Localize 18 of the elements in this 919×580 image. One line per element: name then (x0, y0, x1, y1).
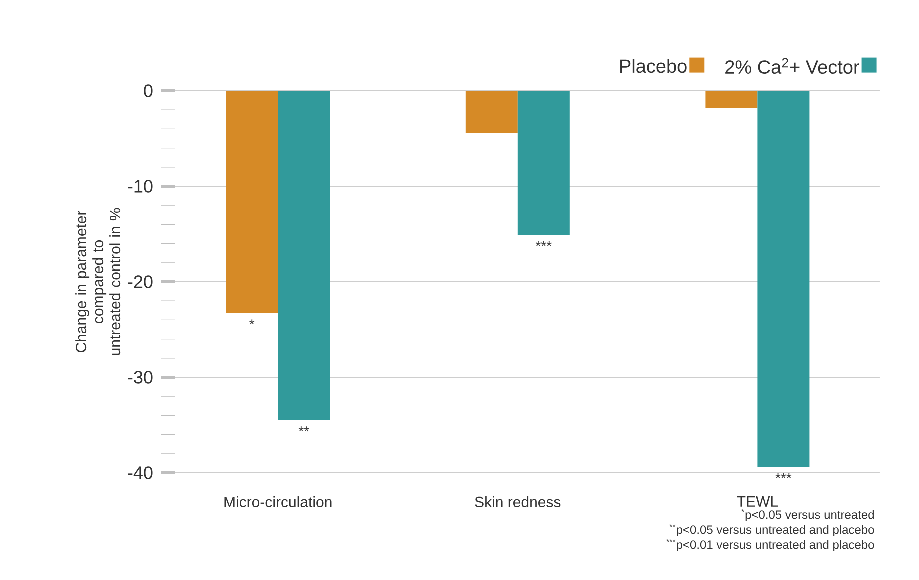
text: $^{***}$p<0.01 versus untreated and placebo (666, 539, 874, 552)
x-tick-label: TEWL (737, 496, 778, 507)
x-tick-label: Skin redness (475, 496, 561, 508)
annotation: *** (776, 473, 792, 478)
y-tick-label: 0 (144, 84, 153, 98)
text: $^{*}$p<0.05 versus untreated (742, 509, 874, 522)
legend-label: Placebo (620, 59, 687, 74)
legend-label: 2% Ca$^{2}$+ Vector (726, 58, 860, 74)
y-tick-label: -40 (128, 466, 153, 480)
annotation: ** (298, 426, 310, 432)
y-axis-title: Change in parameter compared to untreated control in % (76, 208, 121, 356)
y-tick-label: -10 (128, 180, 153, 193)
y-tick-label: -30 (128, 371, 153, 384)
y-tick-label: -20 (128, 276, 153, 288)
annotation: * (250, 320, 255, 325)
text: $^{**}$p<0.05 versus untreated and placebo (670, 524, 874, 537)
x-tick-label: Micro-circulation (224, 496, 332, 508)
annotation: *** (536, 241, 552, 246)
